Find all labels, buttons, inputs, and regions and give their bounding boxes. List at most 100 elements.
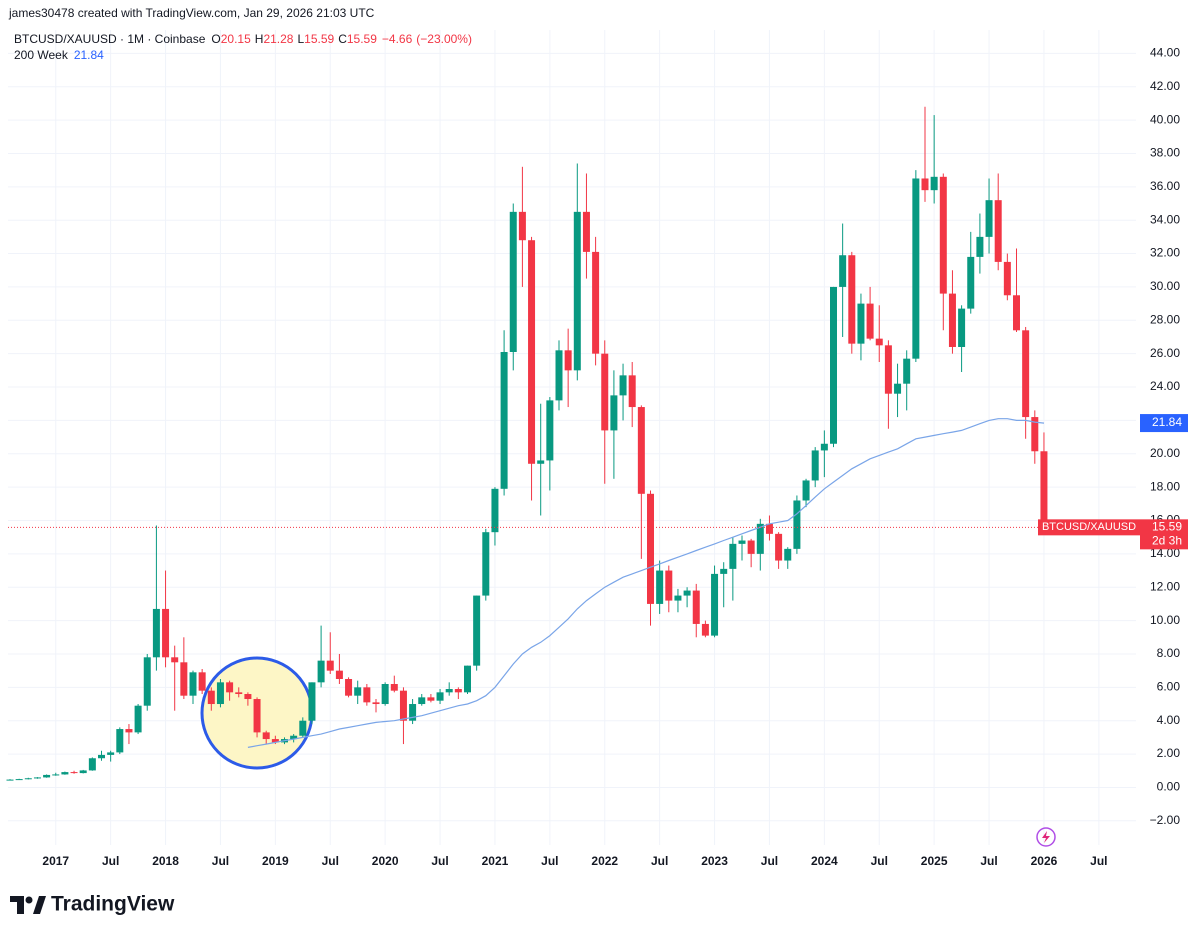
candle-body bbox=[665, 570, 673, 601]
candle-body bbox=[518, 211, 526, 241]
candle-body bbox=[61, 772, 69, 775]
candle-body bbox=[226, 682, 234, 693]
candle-body bbox=[363, 687, 371, 703]
x-tick-label: 2022 bbox=[591, 854, 618, 868]
lightning-icon bbox=[1036, 827, 1056, 847]
legend-key: H bbox=[255, 32, 264, 46]
y-tick-label: 24.00 bbox=[1150, 379, 1180, 393]
logo: TradingView bbox=[10, 893, 175, 916]
candle-body bbox=[729, 543, 737, 569]
candle-body bbox=[436, 692, 444, 701]
candle-body bbox=[152, 608, 160, 658]
icon-bolt bbox=[1042, 831, 1050, 843]
candle-body bbox=[692, 590, 700, 624]
candle-body bbox=[253, 699, 261, 733]
candle-body bbox=[573, 211, 581, 371]
y-tick-label: 12.00 bbox=[1150, 579, 1180, 593]
candle-body bbox=[24, 778, 32, 780]
candle-body bbox=[427, 697, 435, 701]
candle-body bbox=[656, 570, 664, 604]
icon-ring bbox=[1036, 827, 1056, 847]
candle-body bbox=[134, 705, 142, 733]
x-tick-label: 2018 bbox=[152, 854, 179, 868]
candle-body bbox=[418, 697, 426, 705]
x-tick-label: Jul bbox=[651, 854, 668, 868]
candle-body bbox=[88, 758, 96, 771]
candle-body bbox=[482, 532, 490, 596]
x-tick-label: 2020 bbox=[372, 854, 399, 868]
y-tick-label: 28.00 bbox=[1150, 312, 1180, 326]
candle-body bbox=[756, 523, 764, 554]
candle-body bbox=[711, 573, 719, 636]
candle-body bbox=[967, 256, 975, 309]
x-tick-label: Jul bbox=[980, 854, 997, 868]
candle-body bbox=[116, 729, 124, 753]
candle-body bbox=[180, 662, 188, 696]
legend-key: L bbox=[297, 32, 304, 46]
ma-legend: 200 Week 21.84 bbox=[14, 48, 104, 62]
candle-body bbox=[555, 350, 563, 401]
x-tick-label: 2017 bbox=[42, 854, 69, 868]
candle-body bbox=[271, 739, 279, 743]
marks bbox=[6, 106, 1048, 781]
legend-value: 21.28 bbox=[263, 32, 293, 46]
candle-body bbox=[473, 595, 481, 666]
candle-body bbox=[70, 772, 78, 774]
candle-body bbox=[720, 568, 728, 574]
candle-body bbox=[747, 540, 755, 554]
candle-body bbox=[107, 752, 115, 755]
x-tick-label: 2019 bbox=[262, 854, 289, 868]
grid bbox=[8, 30, 1136, 845]
candle-body bbox=[994, 200, 1002, 262]
candle-body bbox=[802, 480, 810, 501]
y-tick-label: 2.00 bbox=[1157, 746, 1181, 760]
candle-body bbox=[1031, 417, 1039, 452]
candle-body bbox=[985, 200, 993, 237]
symbol-label-box bbox=[1038, 519, 1140, 536]
candle-body bbox=[647, 493, 654, 604]
candle-body bbox=[811, 450, 819, 481]
candle-body bbox=[409, 704, 417, 721]
x-tick-label: Jul bbox=[871, 854, 888, 868]
candle-body bbox=[537, 460, 545, 464]
candle-body bbox=[601, 353, 609, 431]
candle-body bbox=[866, 303, 874, 339]
candle-body bbox=[244, 694, 252, 700]
candle-body bbox=[445, 689, 453, 693]
symbol-label: BTCUSD/XAUUSD bbox=[1042, 521, 1136, 533]
candle-body bbox=[976, 236, 984, 257]
ma-label-box bbox=[1140, 414, 1188, 433]
candle-body bbox=[15, 779, 23, 781]
logo-dot bbox=[25, 896, 33, 904]
x-tick-label: 2026 bbox=[1031, 854, 1058, 868]
y-tick-label: 14.00 bbox=[1150, 546, 1180, 560]
y-tick-label: 40.00 bbox=[1150, 112, 1180, 126]
y-tick-label: 6.00 bbox=[1157, 680, 1181, 694]
candle-body bbox=[171, 657, 179, 663]
candle-body bbox=[930, 176, 938, 191]
candle-body bbox=[33, 777, 41, 779]
ma-line bbox=[247, 418, 1045, 748]
candle-body bbox=[43, 774, 51, 778]
candle-body bbox=[1003, 261, 1011, 296]
y-tick-label: 34.00 bbox=[1150, 212, 1180, 226]
candle-body bbox=[775, 533, 783, 561]
candle-body bbox=[528, 240, 536, 464]
legend-line: BTCUSD/XAUUSD · 1M · Coinbase O20.15 H21.2… bbox=[14, 32, 472, 46]
candle-body bbox=[592, 251, 600, 354]
x-tick-label: 2021 bbox=[482, 854, 509, 868]
candle-body bbox=[674, 595, 682, 601]
x-tick-label: 2025 bbox=[921, 854, 948, 868]
y-tick-label: 10.00 bbox=[1150, 613, 1180, 627]
candle-body bbox=[143, 657, 151, 706]
candle-body bbox=[98, 754, 105, 759]
candle-body bbox=[582, 211, 590, 252]
ma-label: 21.84 bbox=[1152, 415, 1182, 429]
x-tick-label: Jul bbox=[212, 854, 229, 868]
y-tick-label: 20.00 bbox=[1150, 446, 1180, 460]
ma-name: 200 Week bbox=[14, 48, 69, 62]
candle-body bbox=[948, 293, 956, 347]
candle-body bbox=[683, 590, 691, 596]
y-tick-label: −2.00 bbox=[1150, 813, 1181, 827]
